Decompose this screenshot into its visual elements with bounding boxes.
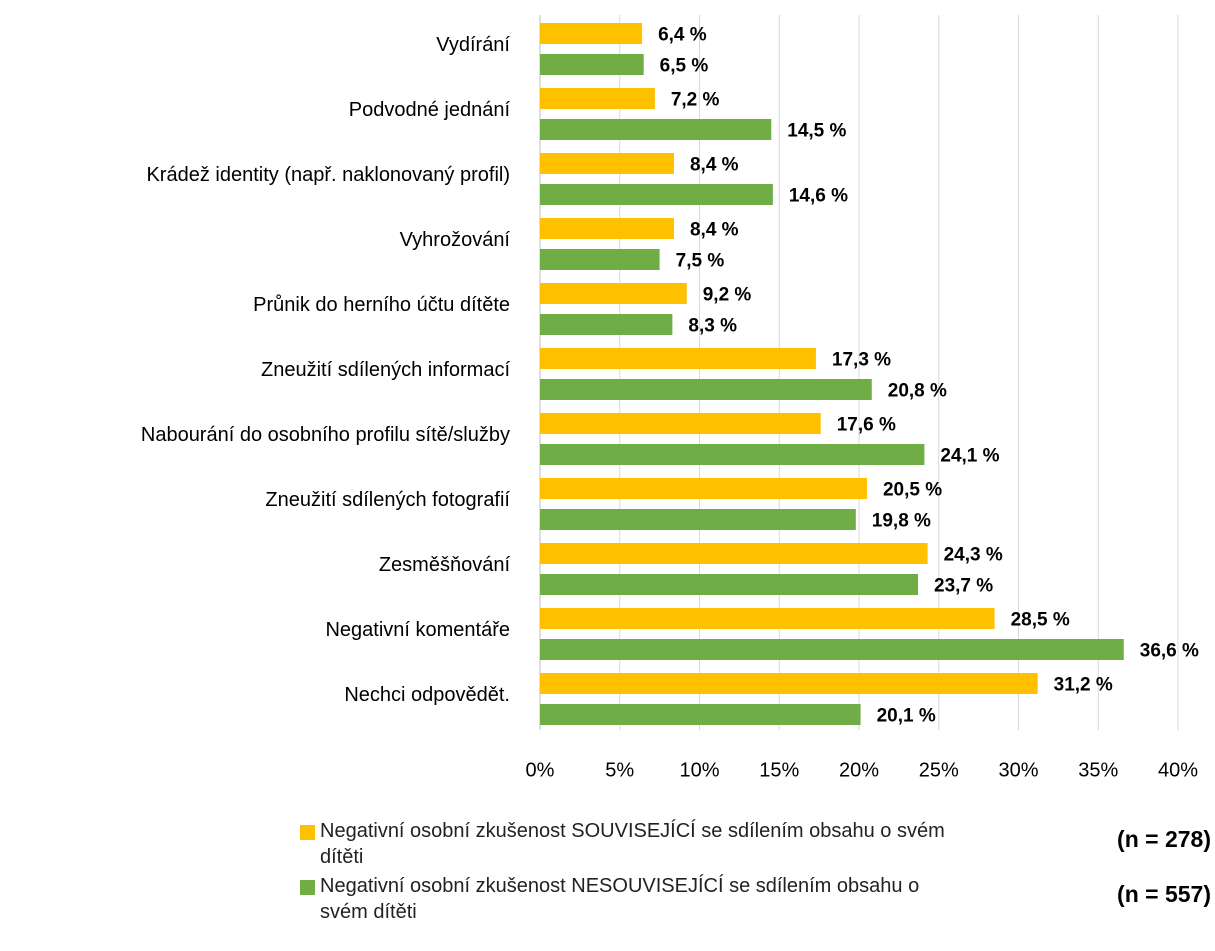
x-tick-label: 25%	[919, 759, 959, 781]
value-label: 7,2 %	[671, 90, 720, 111]
bar	[540, 543, 928, 564]
value-label: 31,2 %	[1054, 675, 1113, 696]
category-label: Podvodné jednání	[349, 99, 511, 121]
bar	[540, 608, 995, 629]
bar	[540, 348, 816, 369]
legend-label: Negativní osobní zkušenost SOUVISEJÍCÍ s…	[320, 820, 945, 868]
value-label: 17,6 %	[837, 415, 896, 436]
category-label: Zesměšňování	[379, 554, 511, 576]
category-label: Krádež identity (např. naklonovaný profi…	[146, 164, 510, 186]
bar	[540, 413, 821, 434]
value-label: 28,5 %	[1011, 610, 1070, 631]
value-label: 19,8 %	[872, 511, 931, 532]
x-tick-label: 0%	[526, 759, 555, 781]
value-label: 8,4 %	[690, 155, 739, 176]
bar	[540, 639, 1124, 660]
x-tick-label: 30%	[998, 759, 1038, 781]
x-tick-label: 35%	[1078, 759, 1118, 781]
bar	[540, 218, 674, 239]
x-tick-label: 10%	[679, 759, 719, 781]
value-label: 6,4 %	[658, 25, 707, 46]
bar	[540, 249, 660, 270]
x-tick-label: 40%	[1158, 759, 1198, 781]
category-label: Negativní komentáře	[325, 619, 510, 641]
category-label: Zneužití sdílených fotografií	[265, 489, 510, 511]
value-label: 8,3 %	[688, 316, 737, 337]
bar	[540, 673, 1038, 694]
value-label: 14,6 %	[789, 186, 848, 207]
bar	[540, 704, 861, 725]
value-label: 36,6 %	[1140, 641, 1199, 662]
bar	[540, 379, 872, 400]
bar	[540, 119, 772, 140]
value-label: 7,5 %	[676, 251, 725, 272]
value-label: 6,5 %	[660, 56, 709, 77]
sample-size: (n = 278)	[1117, 826, 1211, 852]
legend-swatch	[300, 825, 315, 840]
bar	[540, 574, 919, 595]
value-label: 20,5 %	[883, 480, 942, 501]
bar	[540, 88, 655, 109]
bar	[540, 283, 687, 304]
value-label: 24,1 %	[940, 446, 999, 467]
legend-swatch	[300, 880, 315, 895]
bar	[540, 184, 773, 205]
value-label: 9,2 %	[703, 285, 752, 306]
x-tick-label: 5%	[605, 759, 634, 781]
category-label: Nabourání do osobního profilu sítě/služb…	[141, 424, 510, 446]
bar	[540, 478, 867, 499]
category-label: Průnik do herního účtu dítěte	[253, 294, 510, 316]
bar	[540, 23, 643, 44]
bar	[540, 153, 674, 174]
x-tick-label: 15%	[759, 759, 799, 781]
value-label: 20,8 %	[888, 381, 947, 402]
value-label: 20,1 %	[877, 706, 936, 727]
value-label: 8,4 %	[690, 220, 739, 241]
bar	[540, 314, 673, 335]
legend-label: Negativní osobní zkušenost NESOUVISEJÍCÍ…	[320, 875, 920, 923]
category-label: Zneužití sdílených informací	[261, 359, 510, 381]
value-label: 24,3 %	[944, 545, 1003, 566]
value-label: 14,5 %	[787, 121, 846, 142]
bar	[540, 509, 856, 530]
bar	[540, 54, 644, 75]
value-label: 23,7 %	[934, 576, 993, 597]
sample-size: (n = 557)	[1117, 881, 1211, 907]
bar	[540, 444, 925, 465]
value-label: 17,3 %	[832, 350, 891, 371]
category-label: Vyhrožování	[400, 229, 511, 251]
category-label: Vydírání	[436, 34, 510, 56]
x-tick-label: 20%	[839, 759, 879, 781]
category-label: Nechci odpovědět.	[344, 684, 510, 706]
